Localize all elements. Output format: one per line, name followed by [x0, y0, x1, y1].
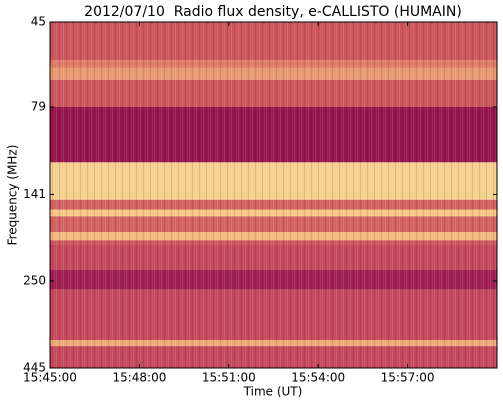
x-tick-label: 15:45:00 [23, 371, 77, 385]
x-tick-label: 15:54:00 [291, 371, 345, 385]
y-axis-label: Frequency (MHz) [6, 145, 20, 246]
x-axis-label: Time (UT) [243, 385, 303, 399]
y-tick-label: 79 [31, 99, 46, 113]
y-tick-label: 141 [23, 187, 46, 201]
x-tick-label: 15:48:00 [112, 371, 166, 385]
chart-title: 2012/07/10 Radio flux density, e-CALLIST… [84, 4, 462, 20]
y-tick-label: 45 [31, 15, 46, 29]
plot-frame [49, 21, 498, 369]
y-tick-label: 445 [23, 361, 46, 375]
texture [50, 22, 497, 368]
x-tick-label: 15:51:00 [202, 371, 256, 385]
x-tick-label: 15:57:00 [381, 371, 435, 385]
y-tick-label: 250 [23, 273, 46, 287]
